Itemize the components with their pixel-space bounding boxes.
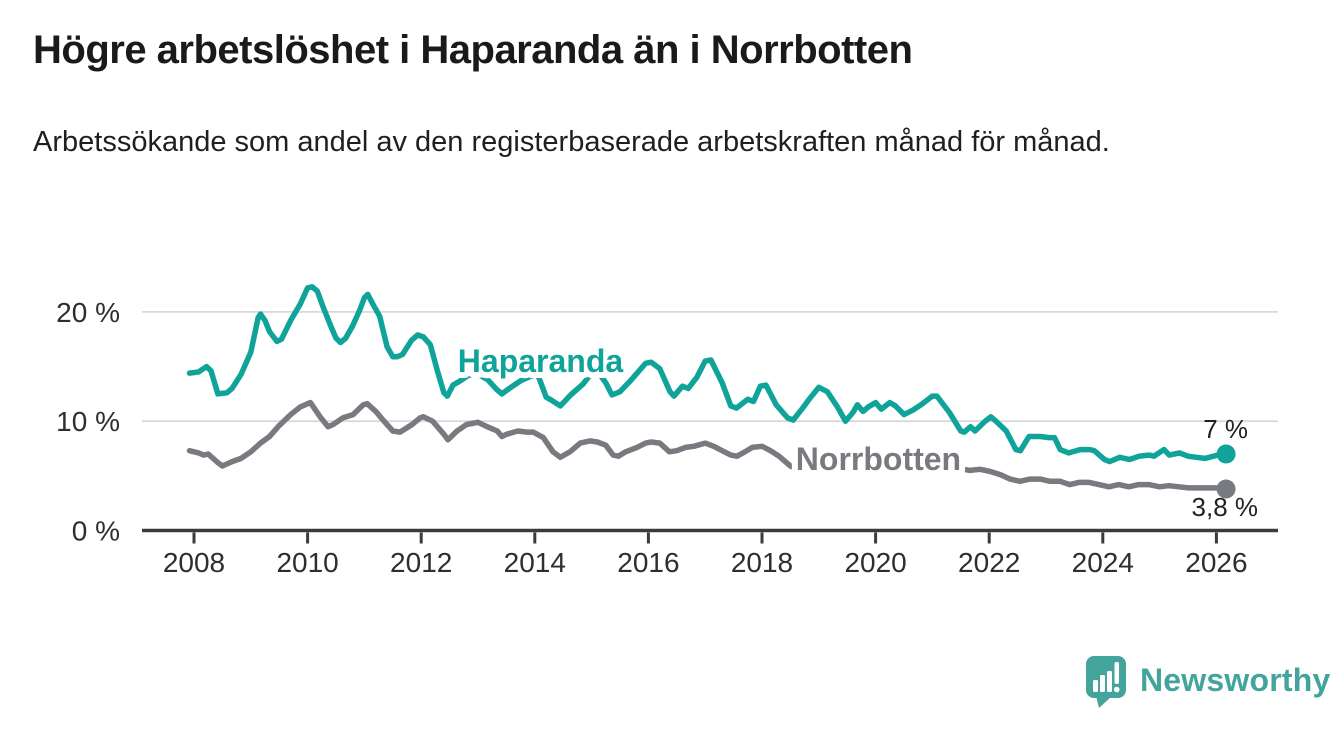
end-dot-norrbotten — [1216, 479, 1236, 499]
newsworthy-logo: Newsworthy — [1085, 652, 1330, 708]
page-subtitle: Arbetssökande som andel av den registerb… — [33, 126, 1110, 158]
series-line-norrbotten — [186, 399, 1229, 492]
x-tick-label-2014: 2014 — [504, 547, 566, 578]
end-value-label-norrbotten: 3,8 % — [1192, 492, 1259, 522]
newsworthy-wordmark: Newsworthy — [1140, 661, 1331, 698]
series-label-mask-norrbotten — [792, 442, 965, 472]
end-dot-haparanda — [1216, 444, 1236, 464]
x-tick-label-2008: 2008 — [163, 547, 225, 578]
newsworthy-icon — [1086, 656, 1126, 708]
end-value-label-haparanda: 7 % — [1203, 414, 1248, 444]
x-tick-label-2016: 2016 — [617, 547, 679, 578]
unemployment-line-chart: 0 % 10 % 20 % 2008 2010 2012 2014 2016 2018 2020 2… — [56, 284, 1278, 578]
x-tick-label-2024: 2024 — [1072, 547, 1134, 578]
series-line-haparanda — [186, 284, 1229, 465]
x-tick-label-2020: 2020 — [844, 547, 906, 578]
series-label-haparanda: Haparanda — [458, 343, 624, 379]
x-tick-label-2022: 2022 — [958, 547, 1020, 578]
series-label-mask-haparanda — [454, 345, 627, 375]
y-tick-label-0: 0 % — [72, 516, 120, 547]
y-tick-label-10: 10 % — [56, 406, 120, 437]
x-tick-label-2012: 2012 — [390, 547, 452, 578]
x-tick-label-2026: 2026 — [1185, 547, 1247, 578]
x-tick-label-2018: 2018 — [731, 547, 793, 578]
page-title: Högre arbetslöshet i Haparanda än i Norr… — [33, 28, 913, 72]
y-tick-label-20: 20 % — [56, 297, 120, 328]
x-tick-label-2010: 2010 — [276, 547, 338, 578]
series-label-norrbotten: Norrbotten — [796, 441, 961, 477]
